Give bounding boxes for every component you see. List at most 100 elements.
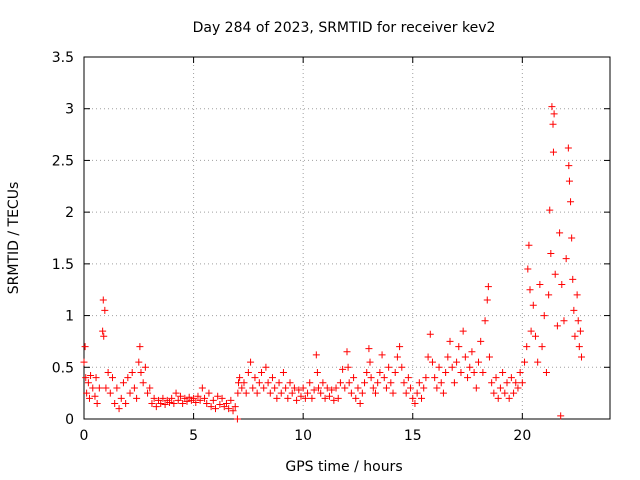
data-point-marker	[135, 358, 143, 366]
data-point-marker	[233, 415, 241, 423]
data-point-marker	[124, 374, 132, 382]
data-point-marker	[499, 368, 507, 376]
data-point-marker	[391, 368, 399, 376]
data-point-marker	[251, 374, 259, 382]
data-point-marker	[277, 389, 285, 397]
data-point-marker	[317, 389, 325, 397]
data-point-marker	[385, 363, 393, 371]
x-tick-label: 10	[294, 428, 312, 444]
data-point-marker	[437, 379, 445, 387]
data-point-marker	[548, 103, 556, 111]
y-tick-label: 3	[65, 102, 74, 118]
data-point-marker	[428, 358, 436, 366]
y-tick-label: 0	[65, 412, 74, 428]
data-point-marker	[518, 379, 526, 387]
data-point-marker	[477, 337, 485, 345]
data-point-marker	[376, 368, 384, 376]
data-point-marker	[529, 301, 537, 309]
data-point-marker	[170, 399, 178, 407]
data-point-marker	[159, 394, 167, 402]
data-point-marker	[310, 386, 318, 394]
data-point-marker	[550, 110, 558, 118]
data-point-marker	[479, 368, 487, 376]
data-point-marker	[231, 403, 239, 411]
data-point-marker	[212, 405, 219, 413]
data-point-marker	[225, 405, 233, 413]
data-point-marker	[446, 337, 454, 345]
data-point-marker	[571, 332, 579, 340]
data-point-marker	[565, 162, 573, 170]
data-point-marker	[420, 384, 428, 392]
data-point-marker	[531, 332, 539, 340]
data-point-marker	[266, 389, 274, 397]
data-point-marker	[374, 379, 382, 387]
y-tick-label: 2	[65, 205, 74, 221]
data-point-marker	[538, 343, 546, 351]
data-point-marker	[356, 399, 364, 407]
data-point-marker	[100, 332, 108, 340]
plot-frame	[83, 56, 611, 420]
data-point-marker	[214, 392, 222, 400]
data-point-marker	[444, 353, 452, 361]
data-point-marker	[249, 384, 257, 392]
data-point-marker	[402, 389, 410, 397]
data-point-marker	[334, 394, 342, 402]
data-point-marker	[496, 384, 504, 392]
data-point-marker	[570, 306, 578, 314]
data-point-marker	[569, 275, 577, 283]
data-point-marker	[209, 396, 217, 404]
data-point-marker	[546, 206, 554, 214]
data-point-marker	[507, 374, 515, 382]
data-point-marker	[91, 392, 99, 400]
data-point-marker	[240, 379, 248, 387]
data-point-marker	[262, 363, 270, 371]
data-point-marker	[371, 389, 379, 397]
data-point-marker	[122, 399, 130, 407]
data-point-marker	[556, 229, 564, 237]
x-tick-label: 0	[80, 428, 89, 444]
data-point-marker	[453, 358, 461, 366]
data-point-marker	[514, 384, 522, 392]
data-point-marker	[168, 394, 176, 402]
data-point-marker	[345, 379, 353, 387]
data-point-marker	[139, 379, 147, 387]
data-point-marker	[286, 379, 294, 387]
data-point-marker	[238, 384, 246, 392]
data-point-marker	[341, 384, 349, 392]
data-point-marker	[128, 368, 136, 376]
data-point-marker	[165, 398, 173, 406]
data-point-marker	[492, 374, 500, 382]
data-point-marker	[203, 399, 211, 407]
data-point-marker	[413, 389, 421, 397]
data-point-marker	[524, 265, 532, 273]
data-point-marker	[568, 234, 576, 242]
data-point-marker	[222, 399, 230, 407]
chart-title: Day 284 of 2023, SRMTID for receiver kev…	[193, 20, 496, 36]
data-point-marker	[304, 389, 312, 397]
data-point-marker	[157, 399, 165, 407]
data-point-marker	[431, 374, 439, 382]
data-point-marker	[389, 389, 397, 397]
data-point-marker	[361, 379, 369, 387]
data-point-marker	[407, 384, 415, 392]
data-point-marker	[565, 177, 573, 185]
y-tick-label: 3.5	[52, 50, 74, 66]
data-point-marker	[457, 368, 465, 376]
data-point-marker	[545, 291, 553, 299]
data-point-marker	[247, 358, 255, 366]
x-axis-label: GPS time / hours	[285, 459, 402, 475]
data-point-marker	[85, 394, 93, 402]
data-point-marker	[174, 396, 182, 404]
data-point-marker	[494, 394, 502, 402]
data-point-marker	[448, 363, 456, 371]
data-point-marker	[540, 312, 548, 320]
data-point-marker	[382, 384, 390, 392]
data-point-marker	[363, 368, 371, 376]
data-point-marker	[198, 384, 206, 392]
data-point-marker	[290, 384, 298, 392]
data-point-marker	[564, 144, 572, 152]
data-point-marker	[387, 379, 395, 387]
data-point-marker	[501, 389, 509, 397]
data-point-marker	[113, 384, 121, 392]
